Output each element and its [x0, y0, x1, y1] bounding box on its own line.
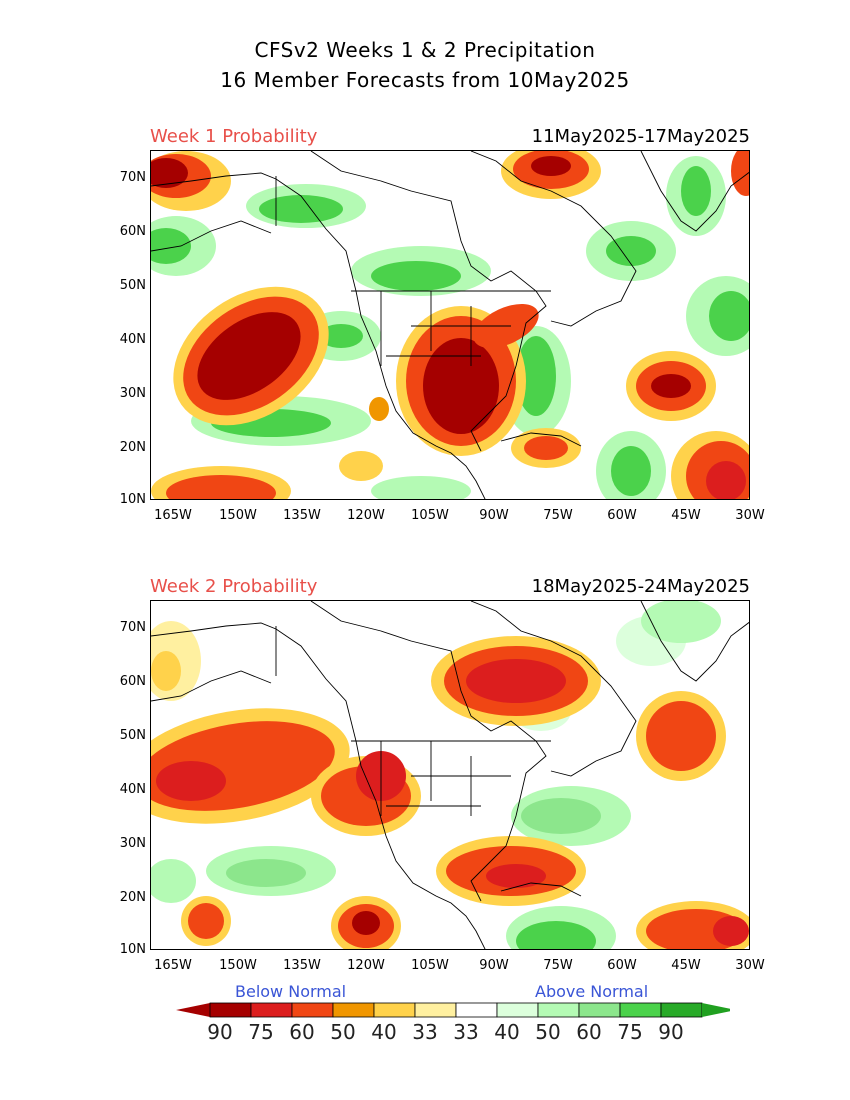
legend-colorbar	[176, 1002, 730, 1018]
colorbar-swatch	[496, 1002, 539, 1018]
week1-lon-label: 165W	[154, 508, 192, 523]
week1-lon-label: 135W	[283, 508, 321, 523]
legend-value: 90	[658, 1020, 684, 1044]
week1-map	[150, 150, 750, 500]
title-line-1: CFSv2 Weeks 1 & 2 Precipitation	[254, 38, 596, 62]
legend-value: 40	[494, 1020, 520, 1044]
week1-lon-label: 45W	[671, 508, 701, 523]
legend-value: 33	[412, 1020, 438, 1044]
week1-label: Week 1 Probability	[150, 126, 318, 147]
week2-coastlines	[151, 601, 749, 949]
week1-lat-label: 60N	[119, 224, 146, 239]
colorbar-swatch	[660, 1002, 703, 1018]
week1-lon-label: 60W	[607, 508, 637, 523]
week1-lat-label: 10N	[119, 492, 146, 507]
week1-lon-label: 75W	[543, 508, 573, 523]
colorbar-above-arrow	[702, 1003, 730, 1017]
week2-lat-label: 10N	[119, 942, 146, 957]
colorbar-swatch	[373, 1002, 416, 1018]
week2-lon-label: 45W	[671, 958, 701, 973]
week2-lon-label: 105W	[411, 958, 449, 973]
title-line-2: 16 Member Forecasts from 10May2025	[220, 68, 630, 92]
week2-map	[150, 600, 750, 950]
legend-value: 50	[330, 1020, 356, 1044]
week1-dates: 11May2025-17May2025	[531, 126, 750, 147]
colorbar-swatch	[332, 1002, 375, 1018]
colorbar-swatch	[537, 1002, 580, 1018]
week2-lon-label: 30W	[735, 958, 765, 973]
week1-lon-label: 150W	[219, 508, 257, 523]
week1-below-normal-areas	[151, 151, 749, 499]
week1-lat-label: 50N	[119, 278, 146, 293]
colorbar-swatch	[455, 1002, 498, 1018]
legend-value: 60	[289, 1020, 315, 1044]
legend-value: 33	[453, 1020, 479, 1044]
week1-lon-label: 120W	[347, 508, 385, 523]
colorbar-swatch	[414, 1002, 457, 1018]
colorbar-swatch	[291, 1002, 334, 1018]
colorbar-swatch	[578, 1002, 621, 1018]
week2-lon-label: 60W	[607, 958, 637, 973]
week2-lon-label: 75W	[543, 958, 573, 973]
legend-below-normal-label: Below Normal	[235, 982, 347, 1001]
week2-lat-label: 70N	[119, 620, 146, 635]
legend-value: 75	[617, 1020, 643, 1044]
week2-lat-label: 50N	[119, 728, 146, 743]
week1-lat-label: 20N	[119, 440, 146, 455]
week2-lat-label: 60N	[119, 674, 146, 689]
week1-coastlines	[151, 151, 749, 499]
week1-lat-label: 30N	[119, 386, 146, 401]
legend-value: 40	[371, 1020, 397, 1044]
week1-lon-label: 30W	[735, 508, 765, 523]
colorbar-below-arrow	[176, 1003, 210, 1017]
legend-value: 50	[535, 1020, 561, 1044]
colorbar-swatch	[209, 1002, 252, 1018]
legend-value: 75	[248, 1020, 274, 1044]
legend-value: 60	[576, 1020, 602, 1044]
week2-lat-label: 20N	[119, 890, 146, 905]
week2-below-normal-areas	[151, 621, 749, 949]
week2-lat-label: 30N	[119, 836, 146, 851]
week1-lon-label: 105W	[411, 508, 449, 523]
week2-lon-label: 135W	[283, 958, 321, 973]
week1-lat-label: 40N	[119, 332, 146, 347]
week2-lat-label: 40N	[119, 782, 146, 797]
legend-above-normal-label: Above Normal	[535, 982, 649, 1001]
colorbar-swatch	[619, 1002, 662, 1018]
week2-lon-label: 165W	[154, 958, 192, 973]
week2-lon-label: 120W	[347, 958, 385, 973]
week1-lat-label: 70N	[119, 170, 146, 185]
week2-lon-label: 90W	[479, 958, 509, 973]
week2-dates: 18May2025-24May2025	[531, 576, 750, 597]
week2-lon-label: 150W	[219, 958, 257, 973]
colorbar-swatch	[250, 1002, 293, 1018]
week1-lon-label: 90W	[479, 508, 509, 523]
week2-label: Week 2 Probability	[150, 576, 318, 597]
legend-value: 90	[207, 1020, 233, 1044]
